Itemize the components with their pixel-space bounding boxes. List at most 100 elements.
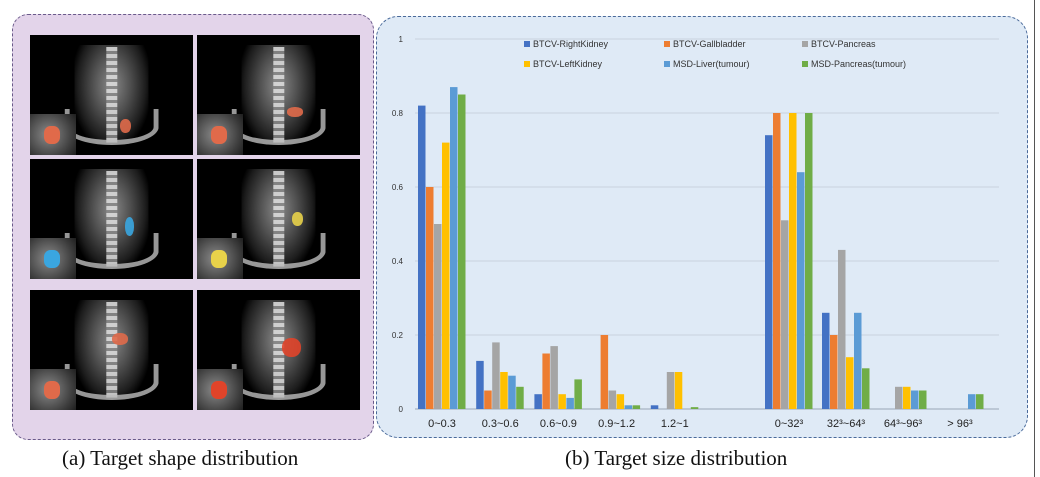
bar — [534, 394, 542, 409]
x-tick-label: 0.9~1.2 — [598, 418, 635, 430]
size-distribution-chart: 0 0.2 0.4 0.6 0.8 1 0~0.3 0.3~0.6 0.6~0.9 0.9~1.2… — [392, 35, 999, 430]
bar — [846, 357, 854, 409]
x-tick-label: > 96³ — [947, 418, 973, 430]
bar — [903, 386, 911, 409]
x-tick-label: 32³~64³ — [827, 418, 866, 430]
bar — [968, 394, 976, 409]
x-tick-label: 0.3~0.6 — [482, 418, 519, 430]
bar — [600, 335, 609, 409]
zoom-inset — [30, 369, 76, 410]
y-tick-label: 0.2 — [392, 331, 404, 340]
organ-highlight — [111, 333, 128, 346]
bar — [895, 386, 903, 409]
legend-label: BTCV-RightKidney — [533, 39, 609, 49]
bar — [919, 390, 927, 409]
bar — [616, 394, 625, 409]
bar — [805, 113, 813, 409]
bar — [781, 220, 789, 409]
bar — [542, 353, 550, 409]
ct-spine — [272, 171, 285, 267]
ct-thumbnail-kidney-right — [30, 35, 193, 155]
bar — [822, 312, 830, 409]
bar — [765, 135, 773, 409]
legend-swatch — [802, 41, 808, 47]
bar — [797, 172, 805, 409]
legend-label: BTCV-LeftKidney — [533, 59, 603, 69]
bar — [690, 407, 699, 409]
ct-thumbnail-kidney-left — [197, 159, 360, 279]
bar — [773, 113, 781, 409]
ct-thumbnail-pancreas-tumour — [197, 290, 360, 410]
ct-pelvis — [231, 364, 326, 401]
shape-distribution-panel — [12, 14, 374, 440]
bar — [862, 368, 870, 409]
y-tick-label: 1 — [399, 35, 404, 44]
y-tick-label: 0.6 — [392, 183, 404, 192]
bar — [426, 187, 434, 409]
bar — [574, 379, 582, 409]
bar — [632, 405, 641, 409]
legend-label: BTCV-Gallbladder — [673, 39, 746, 49]
ct-pelvis — [64, 364, 159, 401]
ct-spine — [105, 302, 118, 398]
x-tick-label: 64³~96³ — [884, 418, 923, 430]
x-tick-label: 0.6~0.9 — [540, 418, 577, 430]
organ-highlight — [124, 216, 135, 236]
y-tick-label: 0.4 — [392, 257, 404, 266]
bar — [911, 390, 919, 409]
organ-highlight — [286, 107, 303, 117]
bar — [508, 375, 516, 409]
bar — [608, 390, 617, 409]
zoom-inset — [197, 369, 243, 410]
ct-pelvis — [231, 233, 326, 270]
ct-thumbnail-gallbladder — [197, 35, 360, 155]
zoom-organ-highlight — [210, 126, 228, 144]
bar — [666, 372, 675, 409]
ct-spine — [272, 47, 285, 143]
x-tick-label: 0~0.3 — [428, 418, 456, 430]
zoom-inset — [197, 114, 243, 155]
bar — [434, 224, 442, 409]
bar — [476, 360, 484, 409]
legend-label: MSD-Liver(tumour) — [673, 59, 750, 69]
page-edge-rule — [1034, 0, 1035, 477]
organ-highlight — [119, 119, 132, 134]
y-tick-label: 0.8 — [392, 109, 404, 118]
bar — [450, 87, 458, 409]
legend-swatch — [802, 61, 808, 67]
bar — [558, 394, 566, 409]
bar — [442, 142, 450, 409]
zoom-inset — [197, 238, 243, 279]
ct-pelvis — [64, 233, 159, 270]
panel-b-caption: (b) Target size distribution — [565, 446, 788, 470]
bar — [789, 113, 797, 409]
legend-label: BTCV-Pancreas — [811, 39, 876, 49]
zoom-inset — [30, 238, 76, 279]
ct-thumbnail-pancreas — [30, 159, 193, 279]
legend-swatch — [524, 61, 530, 67]
bar — [830, 335, 838, 409]
zoom-organ-highlight — [43, 126, 61, 144]
bar — [624, 405, 633, 409]
bar — [838, 249, 846, 409]
legend-swatch — [664, 41, 670, 47]
zoom-organ-highlight — [210, 381, 228, 399]
bar — [458, 94, 466, 409]
zoom-inset — [30, 114, 76, 155]
bar — [492, 342, 500, 409]
legend-label: MSD-Pancreas(tumour) — [811, 59, 906, 69]
zoom-organ-highlight — [43, 250, 61, 268]
bar — [500, 372, 508, 409]
zoom-organ-highlight — [210, 250, 228, 268]
bar — [516, 386, 524, 409]
bar — [418, 105, 426, 409]
bar — [550, 346, 558, 409]
panel-a-caption: (a) Target shape distribution — [62, 446, 299, 470]
ct-thumbnail-liver-tumour — [30, 290, 193, 410]
bar — [566, 397, 574, 409]
y-tick-label: 0 — [399, 405, 404, 414]
legend-swatch — [524, 41, 530, 47]
bar — [976, 394, 984, 409]
bar — [484, 390, 492, 409]
bar — [674, 372, 683, 409]
